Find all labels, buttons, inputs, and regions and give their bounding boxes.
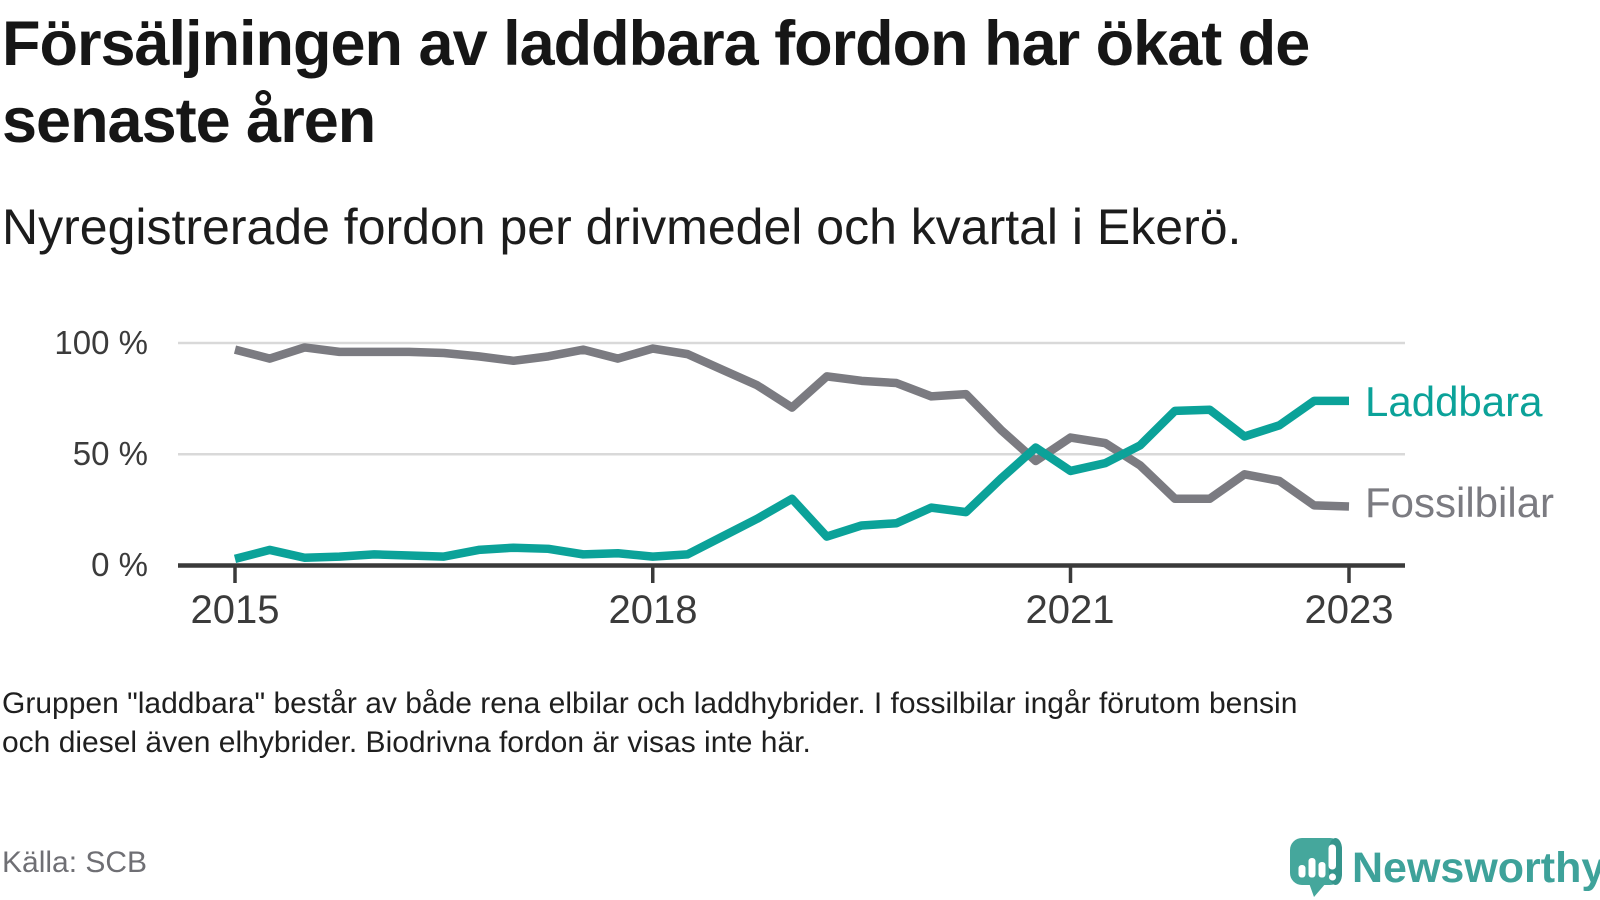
newsworthy-speech-bubble-chart-icon (1290, 838, 1342, 897)
y-axis-label-0: 0 % (91, 546, 148, 583)
page-title-line1: Försäljningen av laddbara fordon har öka… (2, 9, 1310, 79)
chart-subtitle: Nyregistrerade fordon per drivmedel och … (2, 199, 1242, 255)
y-axis-label-100: 100 % (54, 324, 148, 361)
footnote-line1: Gruppen "laddbara" består av både rena e… (2, 687, 1298, 720)
x-axis-label-2021: 2021 (1025, 588, 1115, 632)
series-line-fossilbilar (233, 343, 1350, 511)
y-axis-label-50: 50 % (72, 435, 148, 472)
series-label-laddbara: Laddbara (1365, 378, 1543, 425)
series-label-fossilbilar: Fossilbilar (1365, 479, 1555, 526)
page-title: Försäljningen av laddbara fordon har öka… (2, 6, 1582, 160)
page-title-line2: senaste åren (2, 86, 376, 156)
footnote-line2: och diesel även elhybrider. Biodrivna fo… (2, 726, 811, 759)
newsworthy-wordmark: Newsworthy (1352, 844, 1600, 892)
series-line-laddbara (233, 396, 1349, 563)
x-axis-label-2015: 2015 (190, 588, 280, 632)
footnote: Gruppen "laddbara" består av både rena e… (2, 684, 1562, 762)
source-credit: Källa: SCB (2, 846, 148, 879)
x-axis-label-2018: 2018 (608, 588, 698, 632)
x-axis-label-2023: 2023 (1304, 588, 1394, 632)
